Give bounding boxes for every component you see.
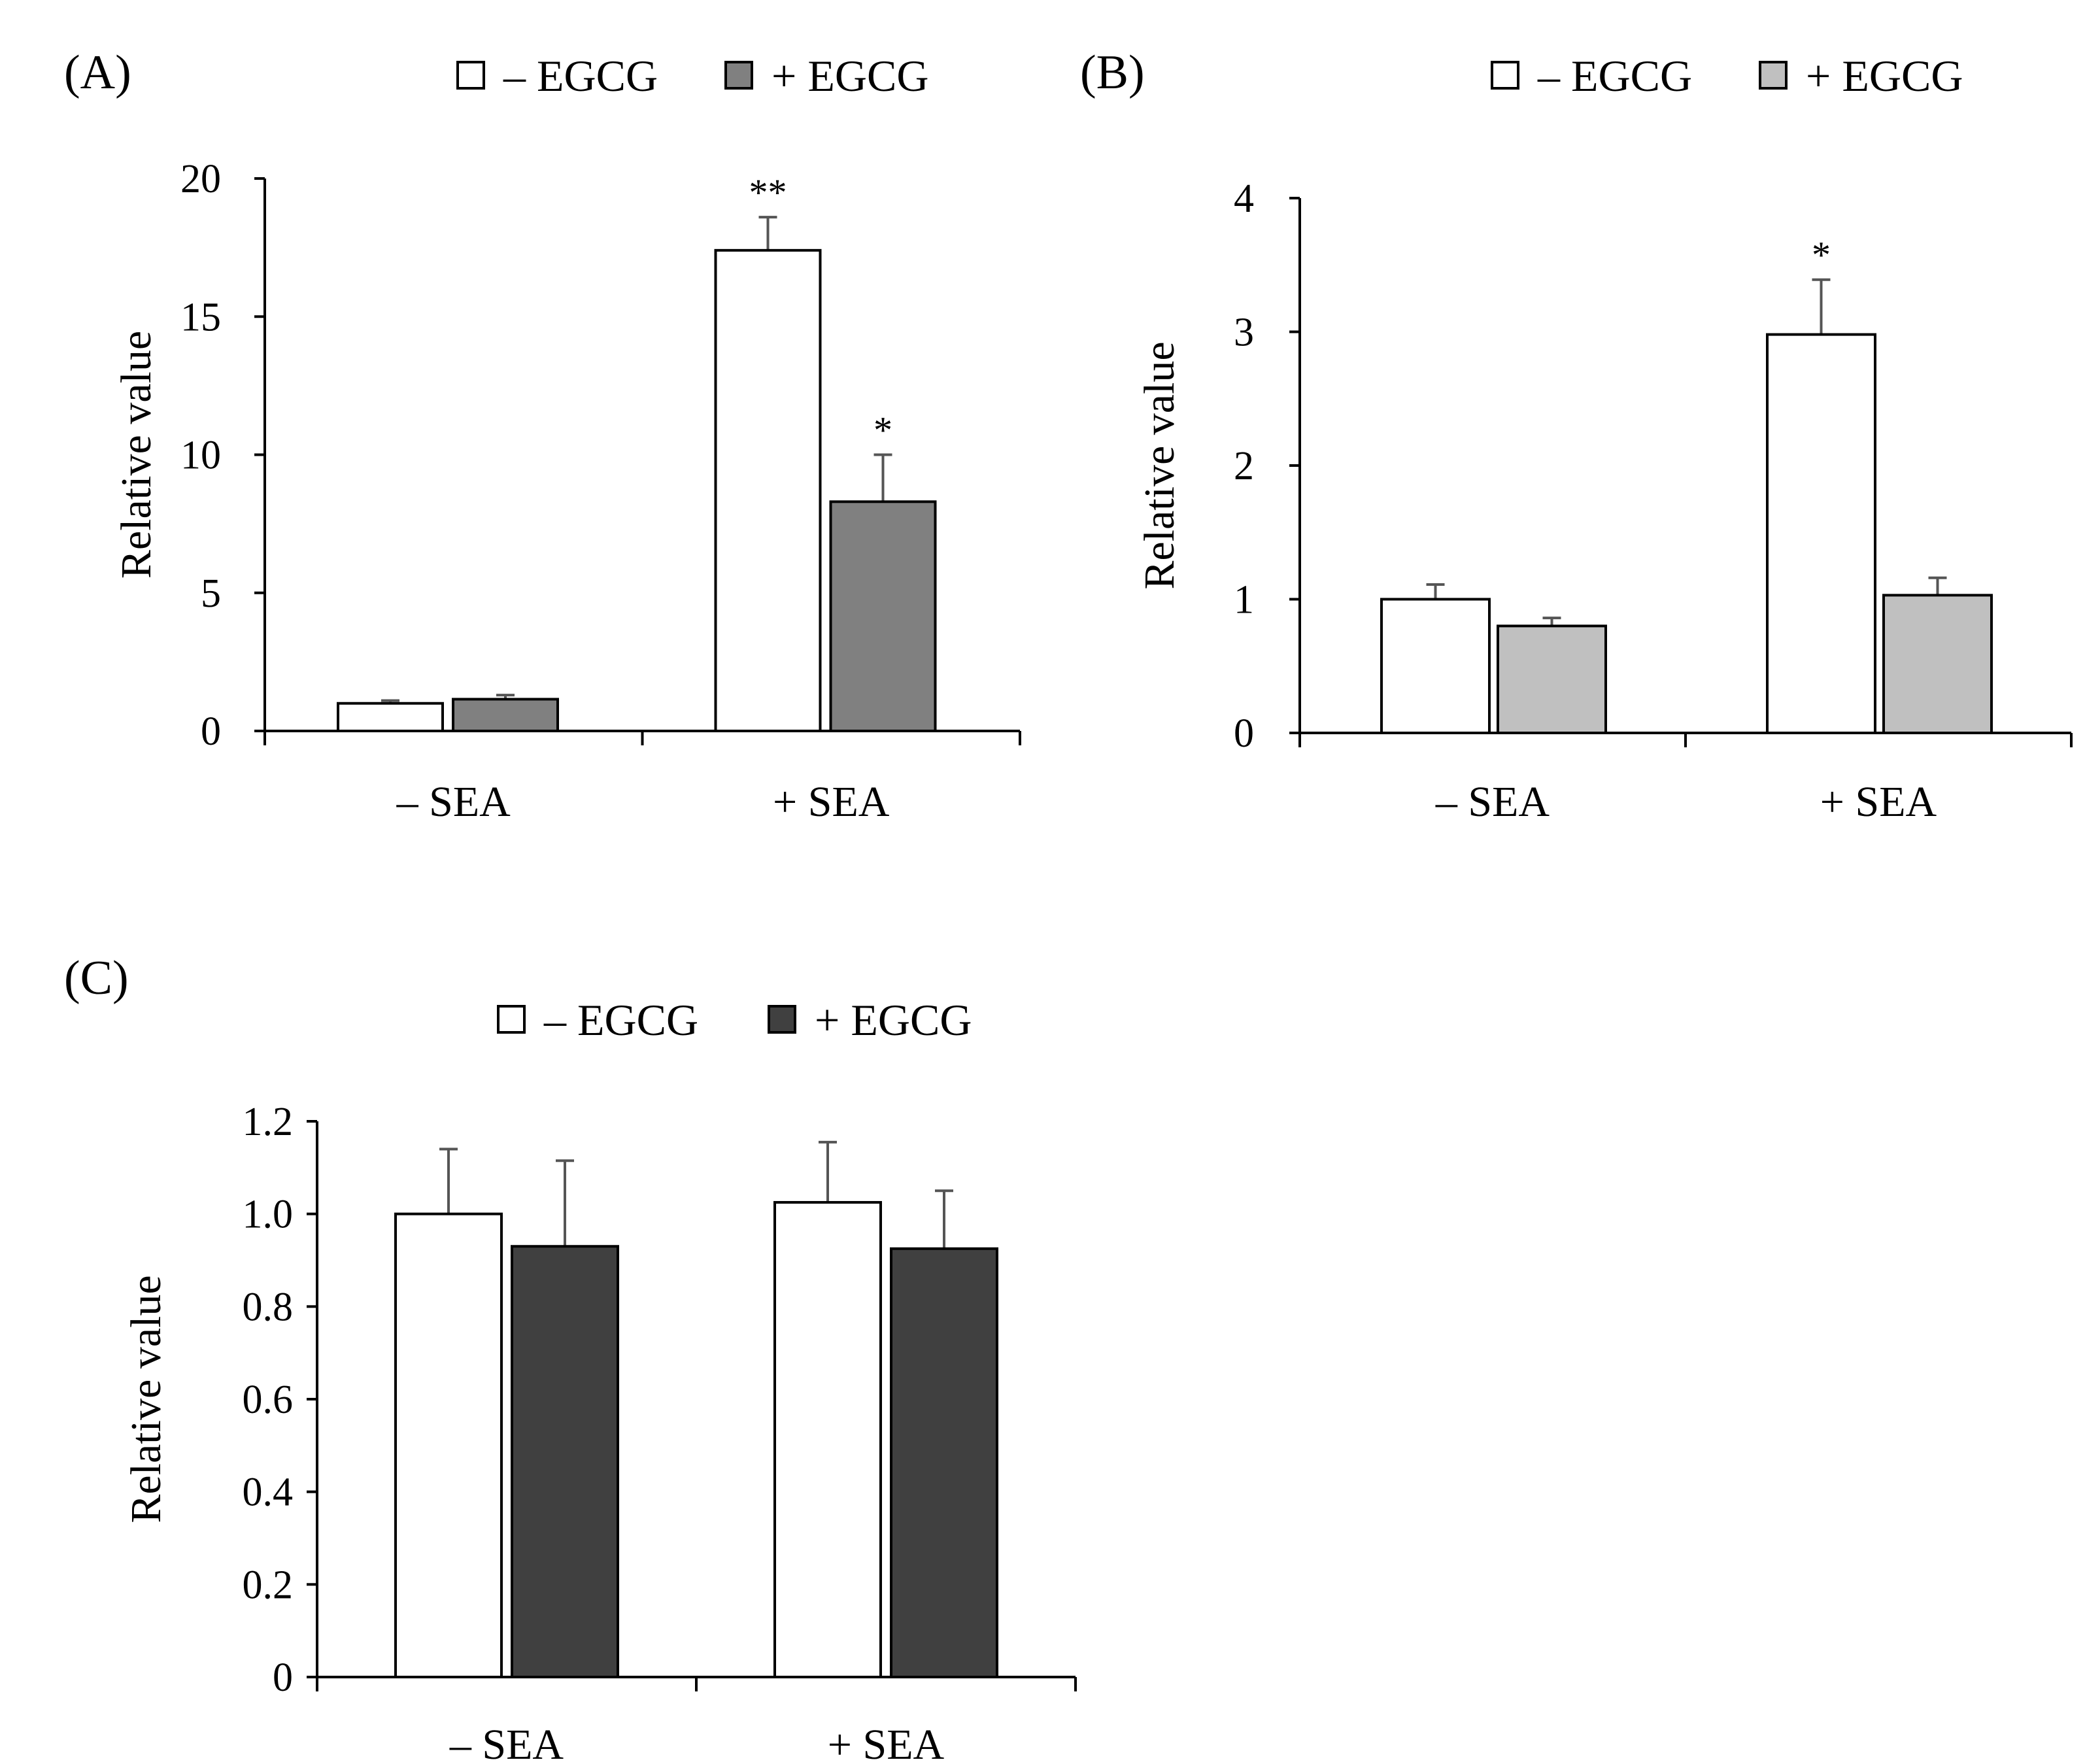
- bar: [1882, 594, 1993, 734]
- panel-label: (B): [1080, 46, 1145, 99]
- x-category-label: + SEA: [773, 778, 890, 826]
- panel-label: (C): [64, 951, 129, 1005]
- legend-label: + EGCG: [1806, 51, 1963, 101]
- bar: [394, 1212, 503, 1678]
- bar: [1766, 333, 1876, 734]
- panel-label: (A): [64, 46, 131, 99]
- legend-label: – EGCG: [543, 995, 698, 1045]
- bar: [1497, 624, 1607, 735]
- y-tick-label: 1: [1234, 578, 1254, 622]
- y-tick-label: 0.6: [243, 1378, 294, 1422]
- bar: [714, 248, 822, 733]
- significance-marker: *: [873, 409, 892, 452]
- x-category-label: + SEA: [828, 1721, 945, 1764]
- y-tick-label: 15: [180, 295, 221, 339]
- y-tick-label: 5: [201, 571, 221, 616]
- significance-marker: **: [749, 171, 787, 214]
- x-category-label: + SEA: [1820, 778, 1937, 826]
- x-category-label: – SEA: [449, 1721, 564, 1764]
- legend-label: – EGCG: [503, 51, 658, 101]
- bar: [452, 698, 559, 732]
- legend-label: + EGCG: [815, 995, 972, 1045]
- significance-marker: *: [1812, 234, 1831, 277]
- y-tick-label: 1.0: [243, 1193, 294, 1237]
- y-axis-title: Relative value: [122, 1275, 170, 1523]
- bar: [773, 1200, 882, 1679]
- y-tick-label: 2: [1234, 444, 1254, 488]
- y-tick-label: 4: [1234, 177, 1254, 221]
- panel-c: (C) – EGCG + EGCG 0 0.2 0.4 0.6 0.8 1.0 1.2 Relati…: [64, 951, 1077, 1764]
- y-axis-title: Relative value: [112, 331, 160, 579]
- bar: [1380, 598, 1491, 734]
- legend-swatch: [497, 1005, 526, 1034]
- legend-swatch: [724, 61, 753, 90]
- panel-b: (B) – EGCG + EGCG 0 1 2 3 4 Relative value – SEA +…: [1080, 46, 2073, 826]
- legend-swatch: [1759, 61, 1788, 90]
- x-category-label: – SEA: [1435, 778, 1550, 826]
- legend-label: – EGCG: [1537, 51, 1692, 101]
- bar: [511, 1245, 619, 1678]
- y-tick-label: 1.2: [243, 1100, 294, 1144]
- y-tick-label: 0.8: [243, 1285, 294, 1329]
- legend-swatch: [456, 61, 485, 90]
- y-tick-label: 0.2: [243, 1563, 294, 1607]
- bar: [829, 500, 937, 732]
- bar: [890, 1247, 998, 1678]
- legend-swatch: [768, 1005, 796, 1034]
- y-tick-label: 10: [180, 433, 221, 478]
- y-axis-title: Relative value: [1136, 341, 1183, 589]
- x-category-label: – SEA: [396, 778, 511, 826]
- y-tick-label: 0.4: [243, 1470, 294, 1515]
- legend-swatch: [1491, 61, 1519, 90]
- bar: [337, 702, 444, 732]
- y-tick-label: 20: [180, 157, 221, 201]
- panel-a: (A) – EGCG + EGCG 0 5 10 15 20 Relative value – S…: [64, 46, 1021, 826]
- y-tick-label: 0: [201, 709, 221, 754]
- y-tick-label: 0: [1234, 711, 1254, 756]
- y-tick-label: 0: [273, 1655, 293, 1700]
- legend-label: + EGCG: [771, 51, 928, 101]
- y-tick-label: 3: [1234, 311, 1254, 355]
